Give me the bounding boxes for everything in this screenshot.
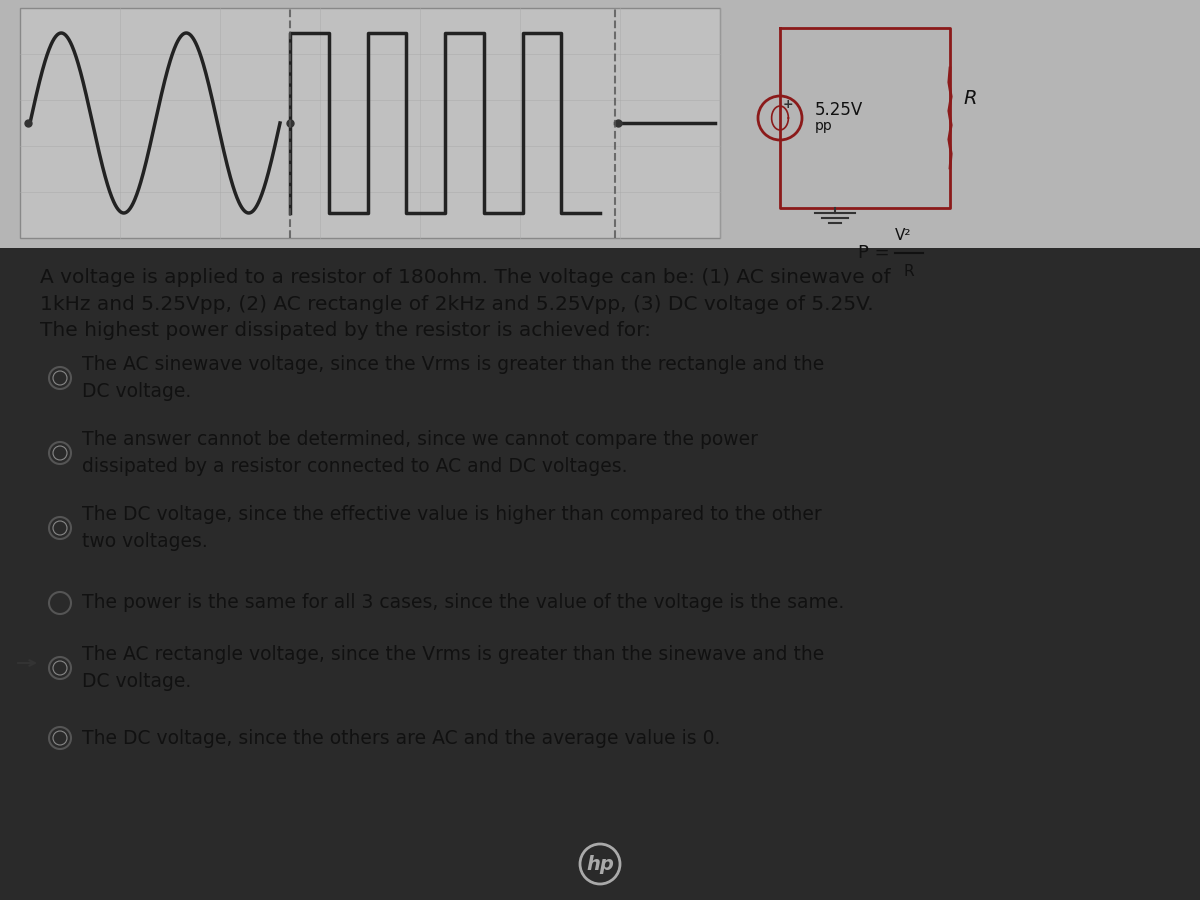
Text: The DC voltage, since the others are AC and the average value is 0.: The DC voltage, since the others are AC … (82, 728, 720, 748)
Text: The answer cannot be determined, since we cannot compare the power
dissipated by: The answer cannot be determined, since w… (82, 430, 758, 476)
Text: A voltage is applied to a resistor of 180ohm. The voltage can be: (1) AC sinewav: A voltage is applied to a resistor of 18… (40, 268, 890, 340)
Text: P =: P = (858, 244, 895, 262)
Text: R: R (904, 264, 914, 279)
Text: The AC rectangle voltage, since the Vrms is greater than the sinewave and the
DC: The AC rectangle voltage, since the Vrms… (82, 645, 824, 691)
Text: V²: V² (895, 228, 912, 243)
Text: pp: pp (815, 119, 833, 133)
Text: +: + (782, 97, 793, 111)
Text: The DC voltage, since the effective value is higher than compared to the other
t: The DC voltage, since the effective valu… (82, 505, 822, 551)
Text: hp: hp (586, 854, 614, 874)
Text: R: R (964, 88, 977, 107)
Bar (0, 0, 1200, 248)
Text: The AC sinewave voltage, since the Vrms is greater than the rectangle and the
DC: The AC sinewave voltage, since the Vrms … (82, 356, 824, 400)
Text: 5.25V: 5.25V (815, 101, 863, 119)
Bar (20, 8, 720, 238)
Text: The power is the same for all 3 cases, since the value of the voltage is the sam: The power is the same for all 3 cases, s… (82, 593, 845, 613)
